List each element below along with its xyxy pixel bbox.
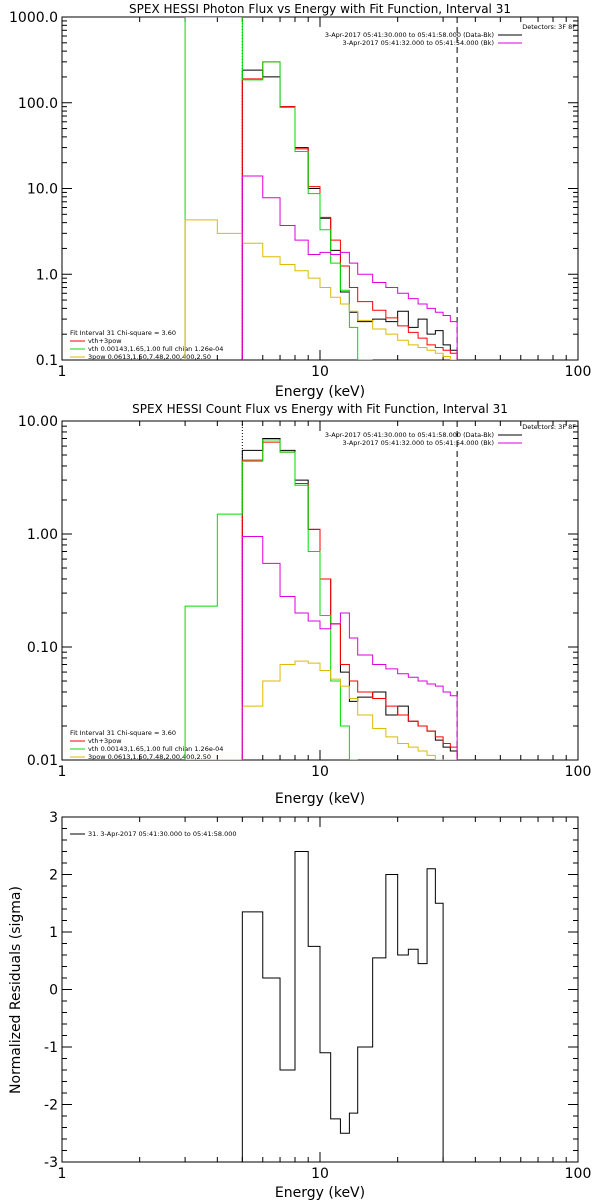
- series-3pow: [184, 219, 458, 360]
- x-tick-label: 10: [311, 764, 329, 780]
- photon-detectors-label: Detectors: 3F 8F: [522, 23, 576, 31]
- series-3pow: [185, 660, 458, 760]
- series-group: [184, 438, 458, 760]
- x-tick-label: 100: [565, 364, 592, 380]
- series-vth: [184, 17, 373, 360]
- residuals-xlabel: Energy (keV): [275, 1185, 365, 1200]
- y-tick-label: 1.0: [36, 267, 58, 283]
- y-tick-label: 100.0: [18, 96, 58, 112]
- count-legend-thermal: vth 0.00143,1.65,1.00 full chian 1.26e-0…: [88, 745, 223, 753]
- photon-legend-bk: 3-Apr-2017 05:41:32.000 to 05:41:54.000 …: [343, 39, 494, 47]
- x-tick-label: 10: [311, 364, 329, 380]
- series-data-bk: [241, 438, 458, 760]
- photon-legend-data: 3-Apr-2017 05:41:30.000 to 05:41:58.000 …: [325, 31, 494, 39]
- residuals-legend: 31. 3-Apr-2017 05:41:30.000 to 05:41:58.…: [88, 830, 237, 838]
- count-fit-info: Fit Interval 31 Chi-square = 3.60: [70, 729, 176, 737]
- y-tick-label: 2: [49, 868, 58, 884]
- x-tick-label: 10: [311, 1166, 329, 1182]
- y-tick-label: -2: [44, 1098, 58, 1114]
- count-detectors-label: Detectors: 3F 8F: [522, 423, 576, 431]
- x-tick-label: 1: [58, 364, 67, 380]
- x-tick-label: 100: [565, 1166, 592, 1182]
- y-tick-label: 3: [49, 810, 58, 826]
- count-flux-panel: SPEX HESSI Count Flux vs Energy with Fit…: [18, 402, 591, 807]
- photon-flux-panel: SPEX HESSI Photon Flux vs Energy with Fi…: [9, 2, 591, 400]
- x-tick-label: 1: [58, 764, 67, 780]
- count-legend-total: vth+3pow: [88, 737, 122, 745]
- y-tick-label: 0: [49, 983, 58, 999]
- series-vth-3pow: [241, 441, 458, 760]
- photon-flux-title: SPEX HESSI Photon Flux vs Energy with Fi…: [129, 2, 511, 16]
- photon-legend-total: vth+3pow: [88, 337, 122, 345]
- y-tick-label: 1.00: [27, 527, 58, 543]
- photon-legend-power: 3pow 0.0613,1.50,7.48,2.00,400,2.50: [88, 353, 211, 361]
- y-tick-label: -1: [44, 1040, 58, 1056]
- count-legend-data: 3-Apr-2017 05:41:30.000 to 05:41:58.000 …: [325, 431, 494, 439]
- y-tick-label: 10.00: [18, 414, 58, 430]
- count-flux-xlabel: Energy (keV): [275, 791, 365, 807]
- series-residuals: [241, 851, 444, 1162]
- y-tick-label: 0.10: [27, 640, 58, 656]
- photon-legend-thermal: vth 0.00143,1.65,1.00 full chian 1.26e-0…: [88, 345, 223, 353]
- y-tick-label: 0.01: [27, 753, 58, 769]
- residuals-ylabel: Normalized Residuals (sigma): [8, 886, 24, 1094]
- y-tick-label: 1: [49, 925, 58, 941]
- series-group: [241, 851, 444, 1162]
- count-legend-power: 3pow 0.0613,1.50,7.48,2.00,400,2.50: [88, 753, 211, 761]
- series-bk: [241, 536, 458, 760]
- x-tick-label: 100: [565, 764, 592, 780]
- count-legend-bk: 3-Apr-2017 05:41:32.000 to 05:41:54.000 …: [343, 439, 494, 447]
- photon-flux-xlabel: Energy (keV): [275, 384, 365, 400]
- photon-fit-info: Fit Interval 31 Chi-square = 3.60: [70, 329, 176, 337]
- series-vth: [184, 439, 358, 760]
- y-tick-label: 10.0: [27, 182, 58, 198]
- series-bk: [241, 175, 458, 360]
- series-group: [184, 17, 458, 360]
- residuals-panel: Energy (keV) Normalized Residuals (sigma…: [8, 810, 591, 1200]
- y-tick-label: -3: [44, 1155, 58, 1171]
- count-flux-title: SPEX HESSI Count Flux vs Energy with Fit…: [132, 402, 508, 416]
- x-tick-label: 1: [58, 1166, 67, 1182]
- y-tick-label: 1000.0: [9, 10, 58, 26]
- y-tick-label: 0.1: [36, 353, 58, 369]
